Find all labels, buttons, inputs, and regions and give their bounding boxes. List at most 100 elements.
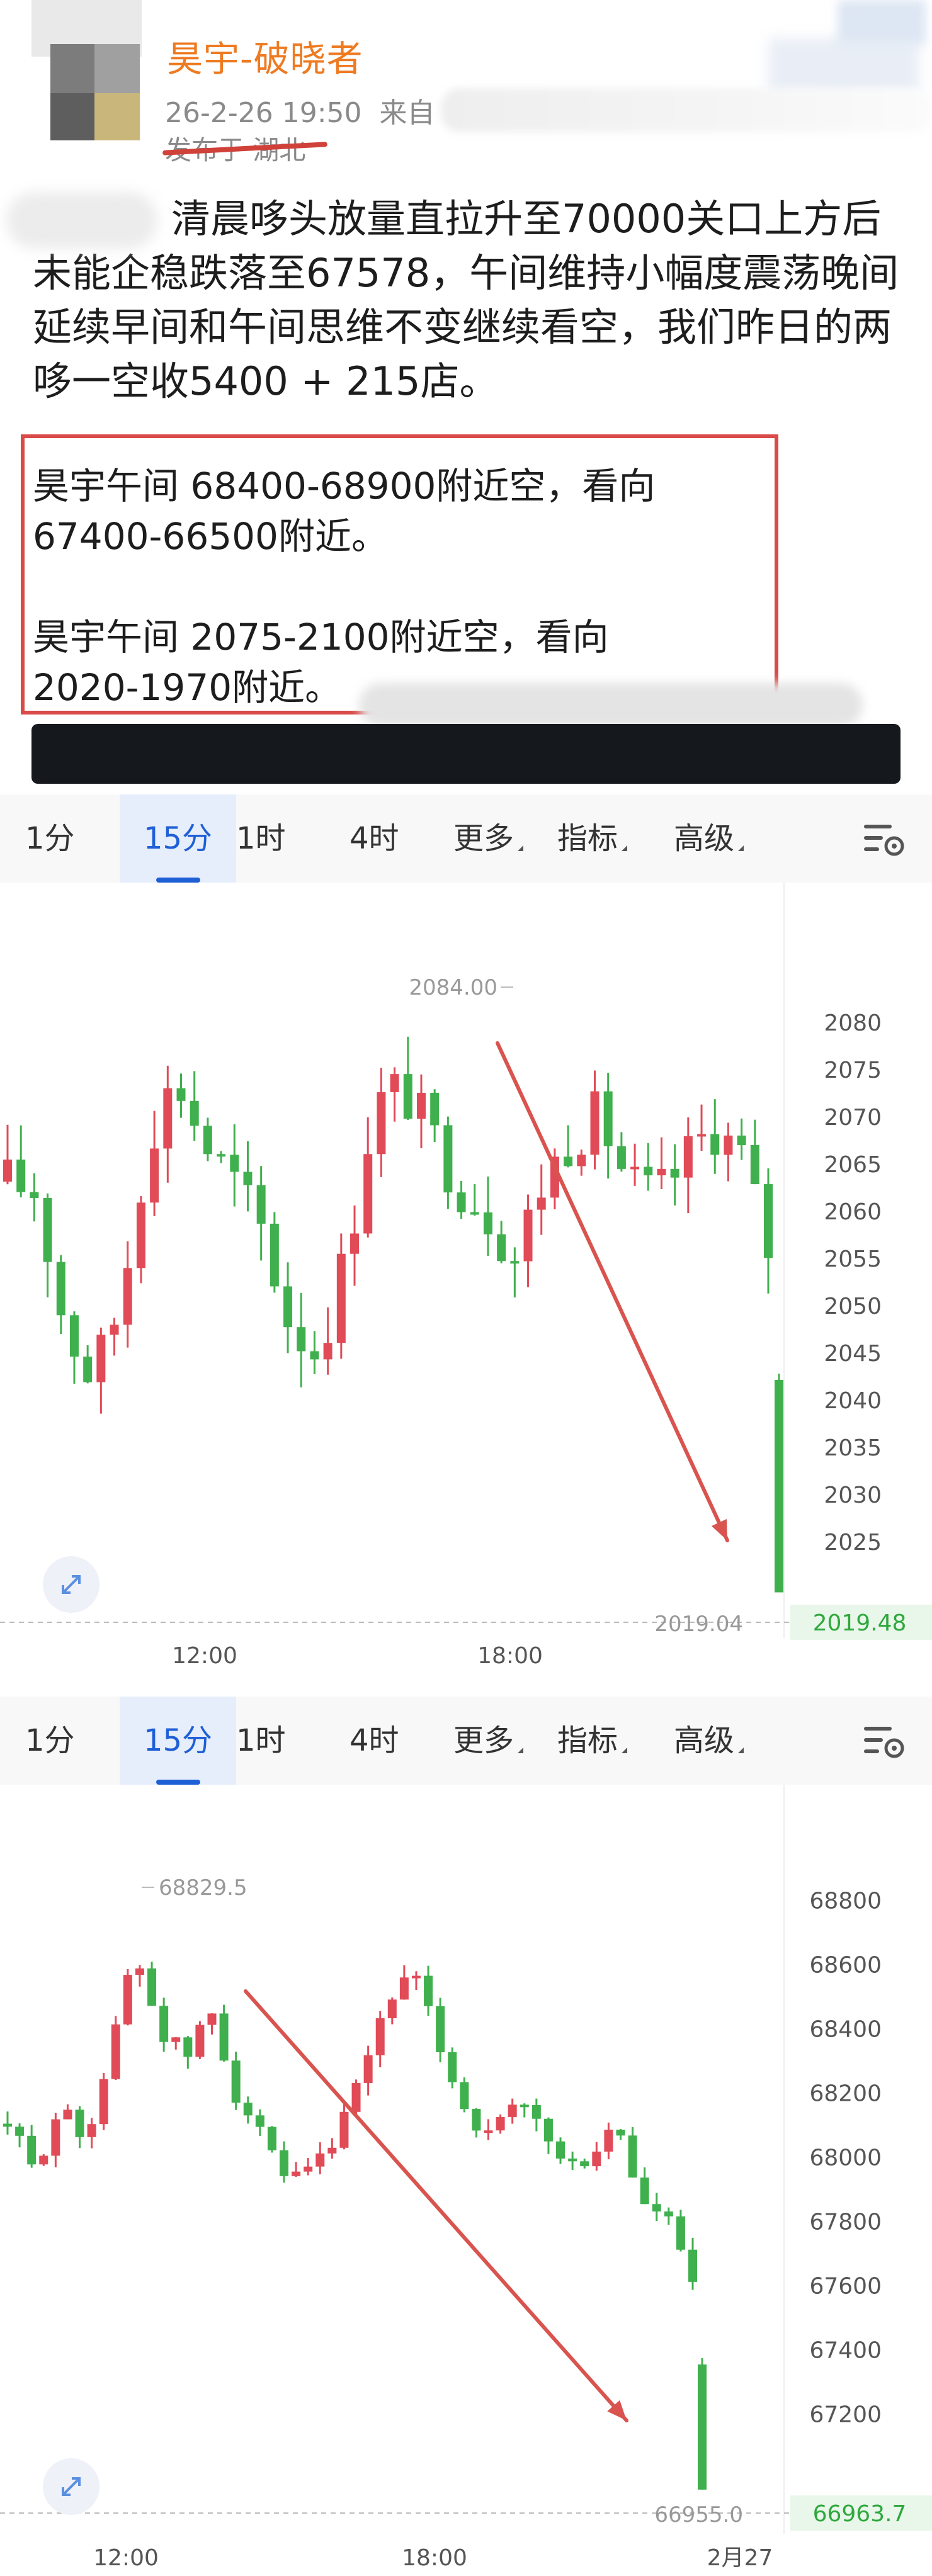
candle-body [750,1144,759,1185]
candle-body [577,1155,586,1167]
y-tick-label: 67400 [809,2337,882,2363]
candle-body [304,2166,313,2172]
tab-1[interactable]: 1分 [25,794,75,883]
blurred-area [838,0,926,44]
candle-body [280,2150,289,2176]
tab-5[interactable]: 更多 [453,794,524,883]
candle-body [350,1233,360,1254]
candle-body [16,1159,26,1192]
candle-body [628,2135,637,2178]
candle-body [96,1335,106,1382]
candle-body [590,1091,600,1155]
candle-body [351,2082,361,2112]
y-tick-label: 2050 [824,1294,882,1319]
chart-settings-icon[interactable] [863,821,907,859]
candle-body [470,1212,479,1215]
candle-body [315,2153,325,2167]
candle-body [564,1156,573,1167]
candle-body [87,2124,96,2137]
candlestick-chart[interactable]: 2080 2075 2070 2065 2060 2055 2050 2045 2040 2035… [0,883,932,1676]
candle-body [688,2249,697,2282]
y-tick-label: 68800 [809,1889,882,1914]
tab-7[interactable]: 高级 [674,1697,744,1785]
y-tick-label: 2080 [824,1010,882,1036]
candle-body [203,1126,212,1155]
candle-body [323,1343,332,1360]
expand-icon[interactable] [43,1556,99,1613]
candle-body [190,1100,199,1126]
post-source: 来自 [379,97,435,129]
candle-body [411,1975,421,1979]
candle-body [523,1209,533,1262]
tab-2[interactable]: 15分 [120,794,236,883]
candle-body [27,2135,37,2165]
candle-body [363,1154,373,1234]
candle-body [283,1286,293,1328]
price-chart-btc[interactable]: 68800 68600 68400 68200 68000 67800 67600 67400… [0,1785,932,2573]
candle-body [403,1074,412,1119]
candle-body [652,2204,661,2212]
y-tick-label: 67600 [809,2273,882,2299]
candle-body [657,1168,666,1176]
tab-7[interactable]: 高级 [674,794,744,883]
candle-body [592,2151,601,2167]
tab-label: 更多 [453,821,514,856]
tab-6[interactable]: 指标 [557,794,628,883]
blurred-source [441,88,932,132]
blurred-area [768,38,919,94]
candle-body [327,2147,337,2154]
candle-body [630,1167,640,1170]
candle-body [697,1134,707,1137]
candle-body [292,2171,301,2176]
expand-icon[interactable] [43,2458,99,2515]
x-tick-label: 18:00 [402,2545,467,2571]
candle-body [39,2155,48,2165]
candle-body [147,1968,157,2006]
post-body-text: 清晨哆头放量直拉升至70000关口上方后未能企稳跌落至67578，午间维持小幅度… [33,196,899,404]
y-tick-label: 2035 [824,1435,882,1461]
tab-3[interactable]: 1时 [236,794,286,883]
tab-2[interactable]: 15分 [120,1697,236,1785]
candle-body [159,2006,169,2042]
candle-body [472,2109,481,2131]
candle-body [255,2115,264,2127]
y-tick-label: 68600 [809,1953,882,1979]
candle-body [15,2127,25,2136]
candle-body [617,1146,626,1169]
tab-label: 15分 [143,1723,213,1758]
video-strip[interactable] [31,724,901,784]
price-chart-eth[interactable]: 2080 2075 2070 2065 2060 2055 2050 2045 2040 2035… [0,883,932,1676]
trend-arrow-line [496,1041,729,1542]
candle-body [390,1074,399,1092]
y-tick-label: 2045 [824,1341,882,1367]
candle-body [436,2006,445,2052]
candle-body [75,2110,84,2137]
candle-body [135,1968,144,1975]
tab-4[interactable]: 4时 [350,794,399,883]
tab-label: 1分 [25,1723,75,1758]
tab-5[interactable]: 更多 [453,1697,524,1785]
candle-body [56,1262,65,1316]
annotation-line: 67400-66500附近。 [33,515,388,558]
dropdown-corner-icon [518,845,524,851]
candlestick-chart[interactable]: 68800 68600 68400 68200 68000 67800 67600 67400… [0,1785,932,2573]
tab-label: 高级 [674,1723,735,1758]
candle-body [243,1172,253,1185]
chart-settings-icon[interactable] [863,1723,907,1761]
tab-4[interactable]: 4时 [350,1697,399,1785]
username[interactable]: 昊宇-破晓者 [167,38,363,80]
tab-label: 15分 [143,821,213,856]
tab-3[interactable]: 1时 [236,1697,286,1785]
candle-body [683,1136,693,1178]
candle-body [195,2025,205,2057]
candle-body [136,1202,145,1268]
candle-body [99,2079,108,2125]
candle-body [3,2123,12,2127]
candle-body [483,1212,492,1234]
avatar[interactable] [31,0,142,142]
y-tick-label: 67200 [809,2402,882,2427]
low-price-label: 2019.04 [654,1612,743,1637]
tab-1[interactable]: 1分 [25,1697,75,1785]
y-tick-label: 2055 [824,1246,882,1272]
tab-6[interactable]: 指标 [557,1697,628,1785]
